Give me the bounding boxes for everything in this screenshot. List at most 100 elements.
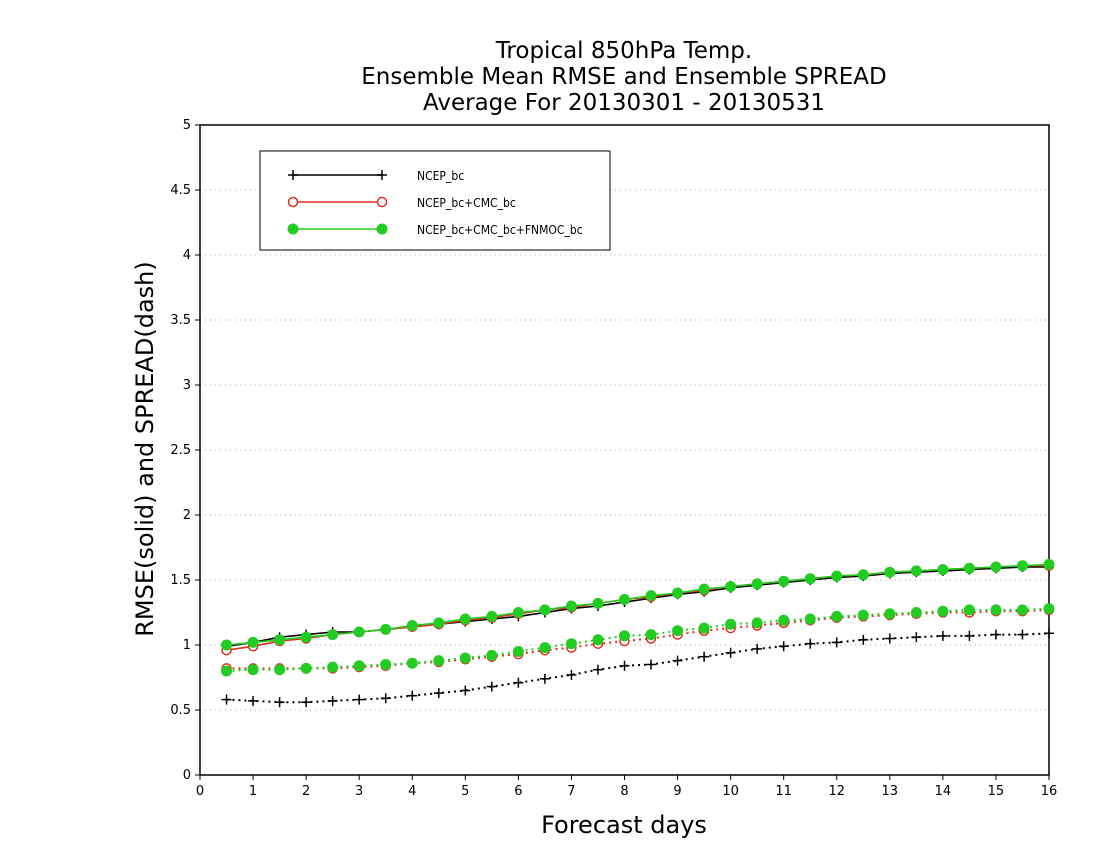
legend-item: NCEP_bc (288, 169, 464, 183)
x-tick-label: 0 (196, 784, 204, 799)
x-tick-label: 4 (408, 784, 416, 799)
rmse-point (698, 583, 710, 595)
spread-point (672, 625, 684, 637)
legend-marker (288, 170, 298, 180)
rmse-point (327, 629, 339, 641)
rmse-point (751, 578, 763, 590)
spread-point (327, 661, 339, 673)
x-tick-label: 7 (567, 784, 575, 799)
rmse-point (804, 573, 816, 585)
rmse-point (778, 575, 790, 587)
rmse-line (226, 563, 1050, 646)
x-tick-label: 5 (461, 784, 469, 799)
spread-point (247, 664, 259, 676)
y-tick-label: 5 (183, 118, 191, 133)
spread-point (990, 604, 1002, 616)
rmse-point (486, 610, 498, 622)
spread-point (646, 659, 657, 670)
x-tick-label: 13 (882, 784, 899, 799)
rmse-point (831, 570, 843, 582)
spread-point (751, 617, 763, 629)
spread-point (858, 634, 869, 645)
rmse-line (226, 566, 1049, 648)
chart-title-line-2: Ensemble Mean RMSE and Ensemble SPREAD (361, 64, 886, 90)
x-tick-label: 10 (722, 784, 739, 799)
rmse-point (274, 634, 286, 646)
x-tick-label: 15 (988, 784, 1005, 799)
spread-point (248, 695, 259, 706)
spread-point (937, 630, 948, 641)
spread-point (831, 637, 842, 648)
spread-point (353, 660, 365, 672)
spread-point (327, 695, 338, 706)
spread-point (433, 655, 445, 667)
y-tick-label: 3 (183, 378, 191, 393)
rmse-point (221, 639, 233, 651)
spread-point (300, 662, 312, 674)
rmse-point (1016, 560, 1028, 572)
rmse-point (300, 631, 312, 643)
spread-point (831, 610, 843, 622)
rmse-point (937, 564, 949, 576)
y-tick-label: 4 (183, 248, 191, 263)
x-tick-label: 6 (514, 784, 522, 799)
y-tick-label: 4.5 (170, 183, 191, 198)
spread-point (884, 608, 896, 620)
spread-point (592, 664, 603, 675)
spread-point (512, 646, 524, 657)
spread-line (226, 608, 1050, 670)
spread-point (911, 632, 922, 643)
y-axis-title: RMSE(solid) and SPREAD(dash) (131, 261, 159, 637)
spread-point (805, 638, 816, 649)
legend: NCEP_bc NCEP_bc+CMC_bc NCEP_bc+CMC_bc+FNMO… (259, 150, 611, 251)
legend-label: NCEP_bc+CMC_bc+FNMOC_bc (417, 223, 583, 237)
spread-point (566, 669, 577, 680)
chart-title-line-1: Tropical 850hPa Temp. (495, 38, 752, 64)
rmse-point (565, 600, 577, 612)
rmse-point (433, 617, 445, 629)
spread-point (539, 673, 550, 684)
rmse-point (672, 587, 684, 599)
spread-point (1016, 604, 1028, 616)
rmse-point (1043, 558, 1055, 570)
rmse-point (459, 613, 471, 625)
spread-point (301, 697, 312, 708)
x-tick-label: 2 (302, 784, 310, 799)
spread-point (857, 609, 869, 621)
rmse-point (725, 581, 737, 592)
y-tick-label: 0 (183, 768, 191, 783)
rmse-point (406, 620, 418, 631)
spread-point (645, 629, 657, 641)
spread-point (910, 607, 922, 618)
spread-point (513, 677, 524, 688)
legend-label: NCEP_bc+CMC_bc (417, 196, 516, 210)
y-tick-label: 1 (183, 638, 191, 653)
spread-point (407, 690, 418, 701)
spread-point (406, 657, 418, 669)
spread-point (354, 694, 365, 705)
spread-point (274, 697, 285, 708)
spread-point (990, 629, 1001, 640)
x-tick-label: 14 (935, 784, 952, 799)
spread-point (752, 643, 763, 654)
series-NCEP_bc+CMC_bc (221, 560, 1055, 674)
series-NCEP_bc+CMC_bc+FNMOC_bc (221, 558, 1055, 677)
x-tick-label: 3 (355, 784, 363, 799)
spread-point (619, 630, 630, 642)
rmse-point (910, 565, 922, 577)
spread-point (725, 647, 736, 658)
spread-point (804, 613, 816, 625)
spread-point (698, 622, 710, 634)
y-tick-label: 2 (183, 508, 191, 523)
series-layer (221, 558, 1055, 708)
spread-point (672, 655, 683, 666)
y-tick-label: 1.5 (170, 573, 191, 588)
spread-point (699, 651, 710, 662)
spread-point (725, 618, 737, 630)
spread-point (459, 652, 471, 664)
legend-marker (377, 170, 387, 180)
rmse-point (884, 566, 896, 578)
rmse-point (990, 561, 1002, 573)
spread-point (963, 604, 975, 616)
